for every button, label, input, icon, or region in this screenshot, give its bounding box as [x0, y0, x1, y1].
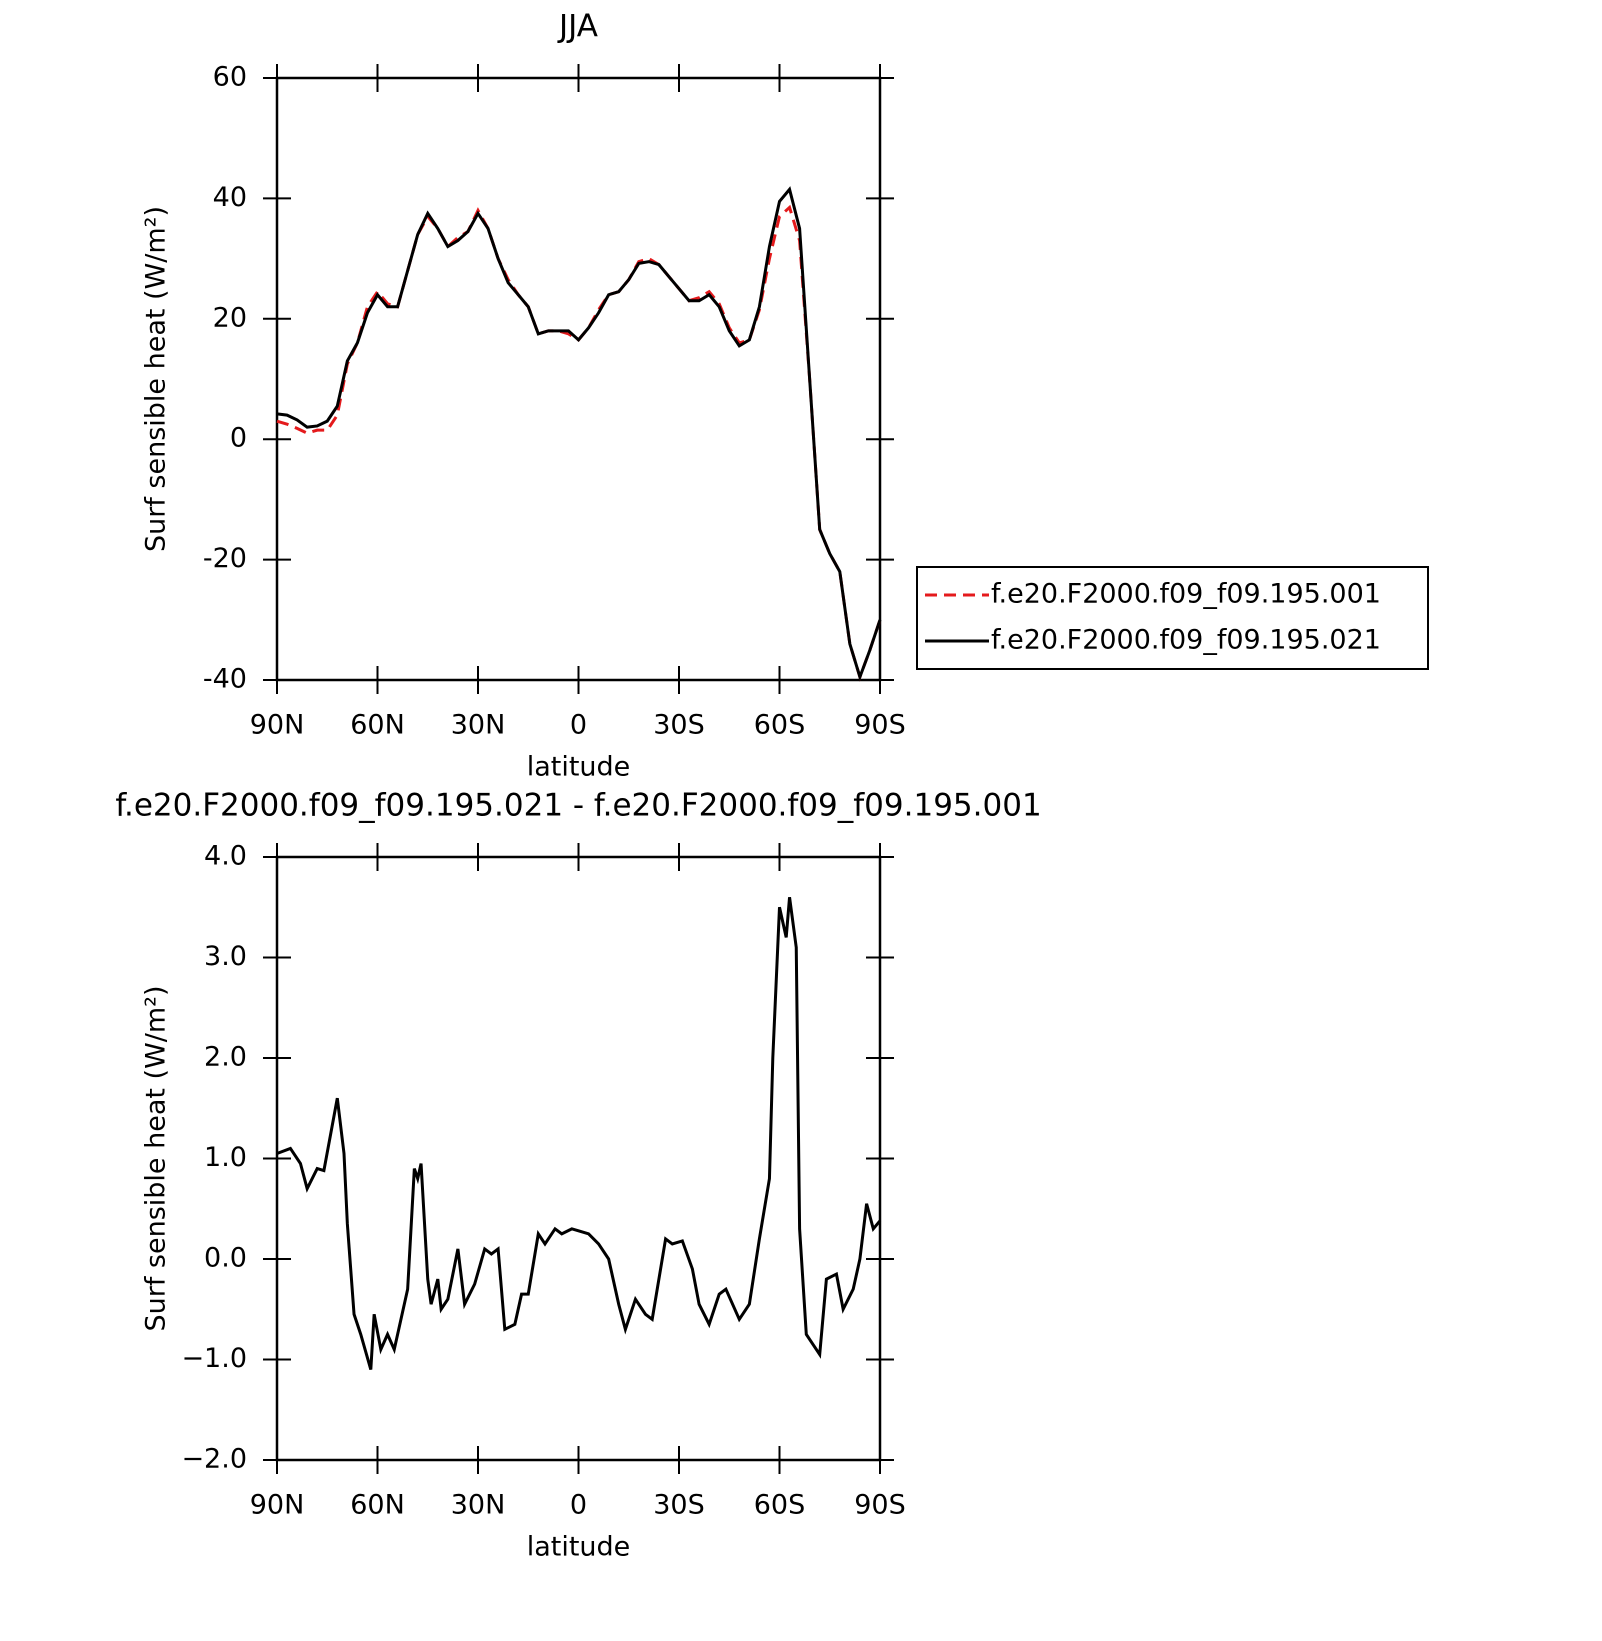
x-tick-label: 60N — [350, 1490, 405, 1521]
y-axis-label: Surf sensible heat (W/m²) — [141, 206, 172, 552]
y-tick-label: 0.0 — [204, 1243, 247, 1274]
x-tick-label: 90N — [250, 1490, 305, 1521]
y-tick-label: 0 — [230, 423, 247, 454]
data-line — [276, 897, 882, 1370]
data-line — [276, 204, 882, 682]
x-tick-label: 30S — [653, 1490, 705, 1521]
x-tick-label: 90S — [854, 710, 906, 741]
x-tick-label: 60S — [754, 1490, 806, 1521]
legend-label: f.e20.F2000.f09_f09.195.001 — [991, 579, 1381, 610]
y-tick-label: 4.0 — [204, 841, 247, 872]
plot-frame — [275, 76, 882, 682]
legend-box — [916, 566, 1429, 670]
x-axis-label: latitude — [527, 1532, 631, 1563]
y-tick-label: 40 — [213, 182, 247, 213]
y-tick-label: −1.0 — [181, 1343, 247, 1374]
x-axis-label: latitude — [527, 752, 631, 783]
x-tick-label: 30N — [451, 1490, 506, 1521]
y-tick-label: 3.0 — [204, 941, 247, 972]
x-tick-label: 30S — [653, 710, 705, 741]
chart-title: JJA — [557, 9, 598, 45]
x-tick-label: 60N — [350, 710, 405, 741]
x-tick-label: 30N — [451, 710, 506, 741]
plot-frame — [275, 855, 882, 1462]
data-line — [276, 186, 882, 682]
y-tick-label: 20 — [213, 302, 247, 333]
x-tick-label: 0 — [570, 710, 587, 741]
y-tick-label: -40 — [203, 664, 247, 695]
x-tick-label: 90S — [854, 1490, 906, 1521]
y-tick-label: -20 — [203, 543, 247, 574]
y-tick-label: 60 — [213, 62, 247, 93]
y-tick-label: 1.0 — [204, 1142, 247, 1173]
y-tick-label: −2.0 — [181, 1444, 247, 1475]
chart-title: f.e20.F2000.f09_f09.195.021 - f.e20.F200… — [115, 788, 1041, 824]
x-tick-label: 60S — [754, 710, 806, 741]
y-tick-label: 2.0 — [204, 1042, 247, 1073]
legend-label: f.e20.F2000.f09_f09.195.021 — [991, 625, 1381, 656]
x-tick-label: 0 — [570, 1490, 587, 1521]
y-axis-label: Surf sensible heat (W/m²) — [141, 985, 172, 1331]
x-tick-label: 90N — [250, 710, 305, 741]
